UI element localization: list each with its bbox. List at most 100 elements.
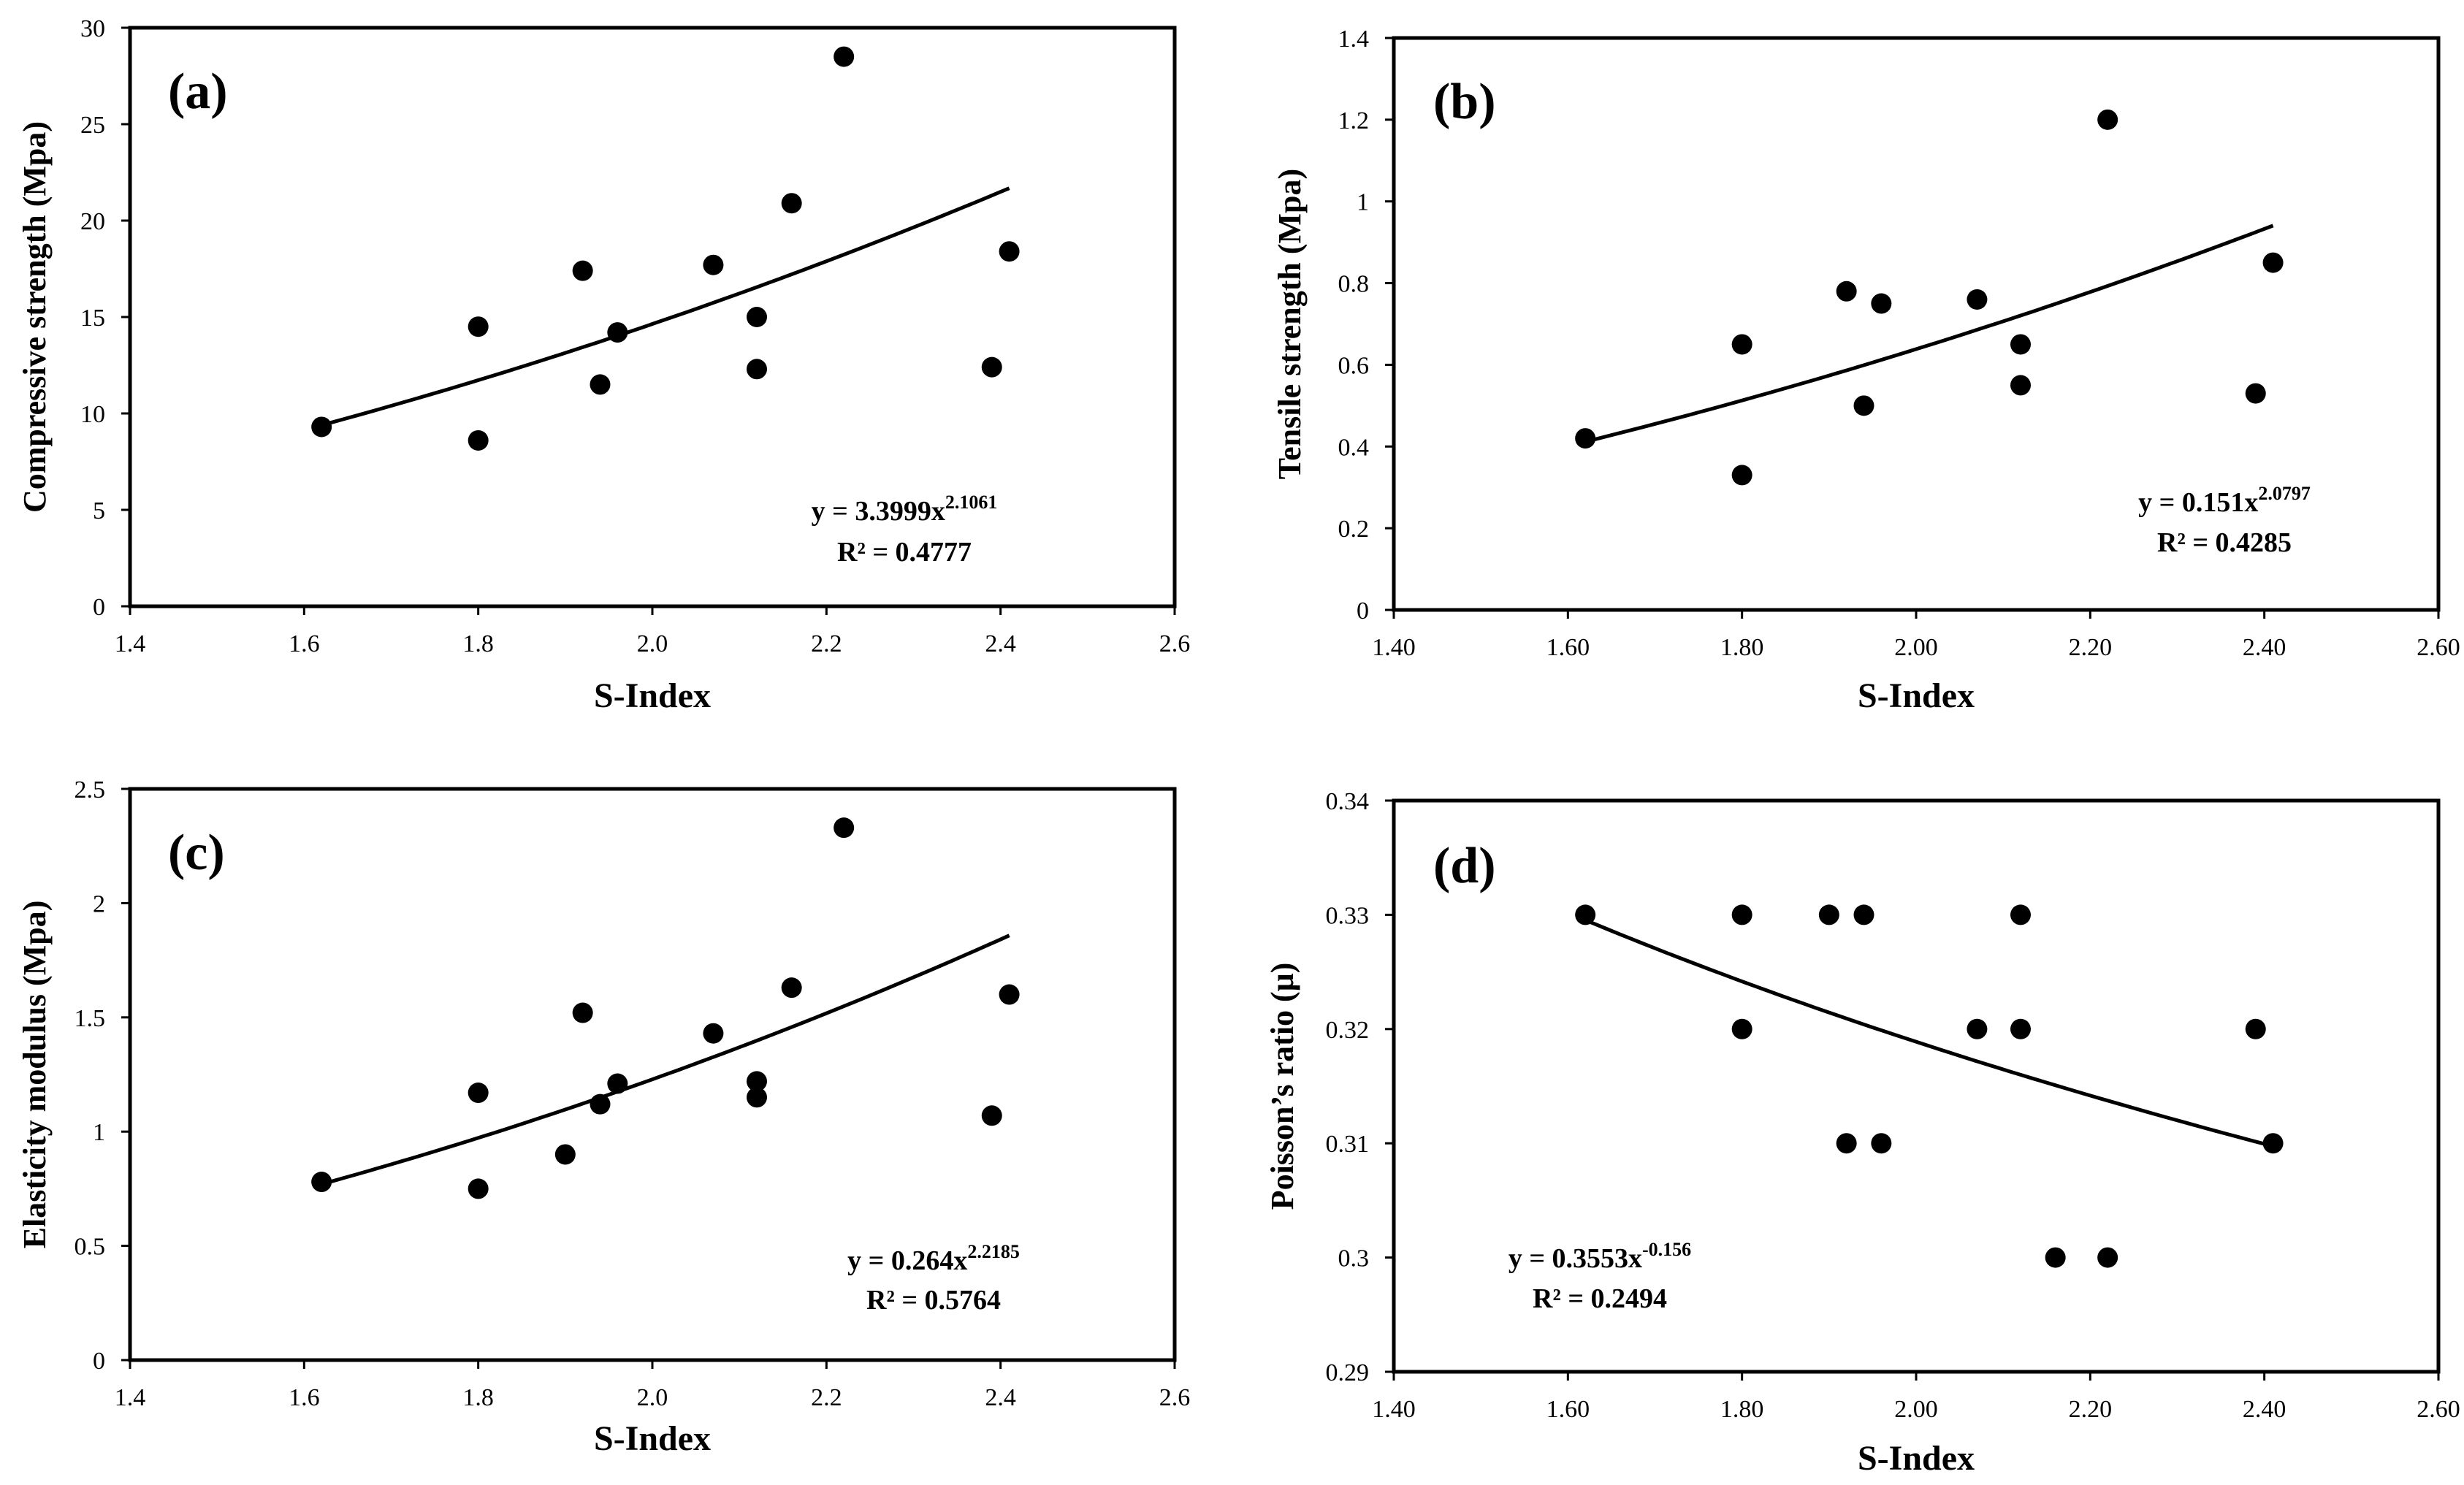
x-tick-label: 2.20 <box>2069 634 2113 661</box>
data-point <box>572 1002 593 1023</box>
data-point <box>1575 904 1596 925</box>
y-tick-label: 0.32 <box>1326 1017 1370 1044</box>
data-point <box>311 1172 332 1193</box>
trendline-equation: y = 0.3553x-0.156 <box>1508 1239 1691 1274</box>
panel-label: (a) <box>168 64 228 120</box>
y-axis-label: Poisson’s ratio (μ) <box>1265 963 1300 1210</box>
x-tick-label: 2.0 <box>637 1384 668 1411</box>
data-point <box>747 307 767 327</box>
y-tick-label: 0.34 <box>1326 788 1370 815</box>
x-tick-label: 1.6 <box>289 630 320 657</box>
y-axis-label: Elasticity modulus (Mpa) <box>17 901 53 1249</box>
data-point <box>834 817 855 839</box>
data-point <box>981 1105 1002 1126</box>
chart-panel-4: 1.40 1.60 1.80 2.00 2.20 2.40 2.60 0.29 0.3 0.31 0… <box>1265 788 2460 1478</box>
x-axis-label: S-Index <box>594 676 711 715</box>
y-axis-label: Compressive strength (Mpa) <box>17 121 53 513</box>
x-tick-label: 2.6 <box>1159 630 1191 657</box>
data-point <box>468 430 489 451</box>
x-axis-label: S-Index <box>594 1419 711 1458</box>
plot-area-border <box>128 26 1177 608</box>
data-point <box>1731 465 1752 486</box>
x-tick-label: 1.80 <box>1720 634 1764 661</box>
data-point <box>468 316 489 337</box>
y-tick-label: 20 <box>80 208 105 235</box>
data-point <box>607 1073 628 1094</box>
data-point <box>2097 1247 2118 1268</box>
data-point <box>1836 280 1857 302</box>
data-point <box>1871 1133 1892 1154</box>
chart-panel-2: 1.40 1.60 1.80 2.00 2.20 2.40 2.60 0 0.2 0.4 0.6 0.… <box>1272 26 2460 715</box>
x-tick-label: 1.40 <box>1372 1396 1416 1423</box>
y-tick-label: 0.33 <box>1326 902 1370 929</box>
y-tick-label: 0.3 <box>1338 1245 1370 1272</box>
data-point <box>747 359 767 380</box>
data-point <box>1818 904 1839 925</box>
data-point <box>1967 1018 1988 1039</box>
x-tick-label: 2.0 <box>637 630 668 657</box>
y-tick-label: 0.31 <box>1326 1131 1370 1158</box>
y-tick-label: 10 <box>80 401 105 428</box>
x-axis-label: S-Index <box>1858 1439 1975 1478</box>
data-point <box>468 1083 489 1104</box>
r-squared-label: R² = 0.5764 <box>866 1285 1001 1316</box>
data-point <box>554 1144 576 1165</box>
data-point <box>2045 1247 2066 1268</box>
data-point <box>2245 1018 2266 1039</box>
data-point <box>2245 383 2266 404</box>
x-tick-label: 2.00 <box>1894 634 1938 661</box>
data-point <box>1871 293 1892 314</box>
panel-label: (d) <box>1433 838 1496 894</box>
data-point <box>703 1023 724 1044</box>
data-point <box>999 241 1020 262</box>
data-point <box>834 46 855 67</box>
y-tick-label: 0 <box>1357 598 1369 625</box>
x-tick-label: 2.20 <box>2069 1396 2113 1423</box>
data-point <box>1853 904 1874 925</box>
data-point <box>2010 334 2031 355</box>
data-point <box>590 1093 611 1115</box>
data-point <box>311 416 332 438</box>
x-tick-label: 1.8 <box>462 630 494 657</box>
y-tick-label: 0.2 <box>1338 516 1370 543</box>
y-tick-label: 0.4 <box>1338 434 1370 461</box>
y-tick-label: 2.5 <box>75 776 106 803</box>
x-tick-label: 1.4 <box>115 1384 146 1411</box>
data-point <box>2010 1018 2031 1039</box>
data-point <box>747 1087 767 1108</box>
data-point <box>2010 904 2031 925</box>
data-point <box>572 260 593 281</box>
x-tick-label: 2.40 <box>2243 634 2286 661</box>
y-tick-label: 1 <box>93 1119 105 1146</box>
data-point <box>1967 289 1988 310</box>
x-tick-label: 2.2 <box>811 1384 842 1411</box>
y-tick-label: 0 <box>93 594 105 621</box>
y-tick-label: 0.29 <box>1326 1359 1370 1386</box>
data-point <box>781 977 802 999</box>
y-tick-label: 2 <box>93 890 105 917</box>
plot-area-border <box>128 787 1177 1362</box>
r-squared-label: R² = 0.4285 <box>2157 527 2292 558</box>
data-point <box>1836 1133 1857 1154</box>
y-tick-label: 0 <box>93 1348 105 1375</box>
x-tick-label: 2.4 <box>985 630 1016 657</box>
trendline <box>321 934 1010 1186</box>
y-tick-label: 5 <box>93 497 105 524</box>
y-tick-label: 0.8 <box>1338 271 1370 298</box>
data-point <box>1575 428 1596 449</box>
data-point <box>781 193 802 214</box>
x-axis-label: S-Index <box>1858 676 1975 715</box>
r-squared-label: R² = 0.2494 <box>1533 1283 1667 1314</box>
chart-panel-3: 1.4 1.6 1.8 2.0 2.2 2.4 2.6 0 0.5 1 1.5 2 2.5 S-Index… <box>17 776 1190 1458</box>
x-tick-label: 2.6 <box>1159 1384 1191 1411</box>
r-squared-label: R² = 0.4777 <box>837 537 972 568</box>
data-point <box>703 254 724 275</box>
x-tick-label: 2.4 <box>985 1384 1016 1411</box>
data-point <box>981 356 1002 378</box>
x-tick-label: 1.6 <box>289 1384 320 1411</box>
data-point <box>2262 1133 2284 1154</box>
data-point <box>1731 904 1752 925</box>
data-point <box>2262 252 2284 273</box>
y-tick-label: 1 <box>1357 189 1369 216</box>
